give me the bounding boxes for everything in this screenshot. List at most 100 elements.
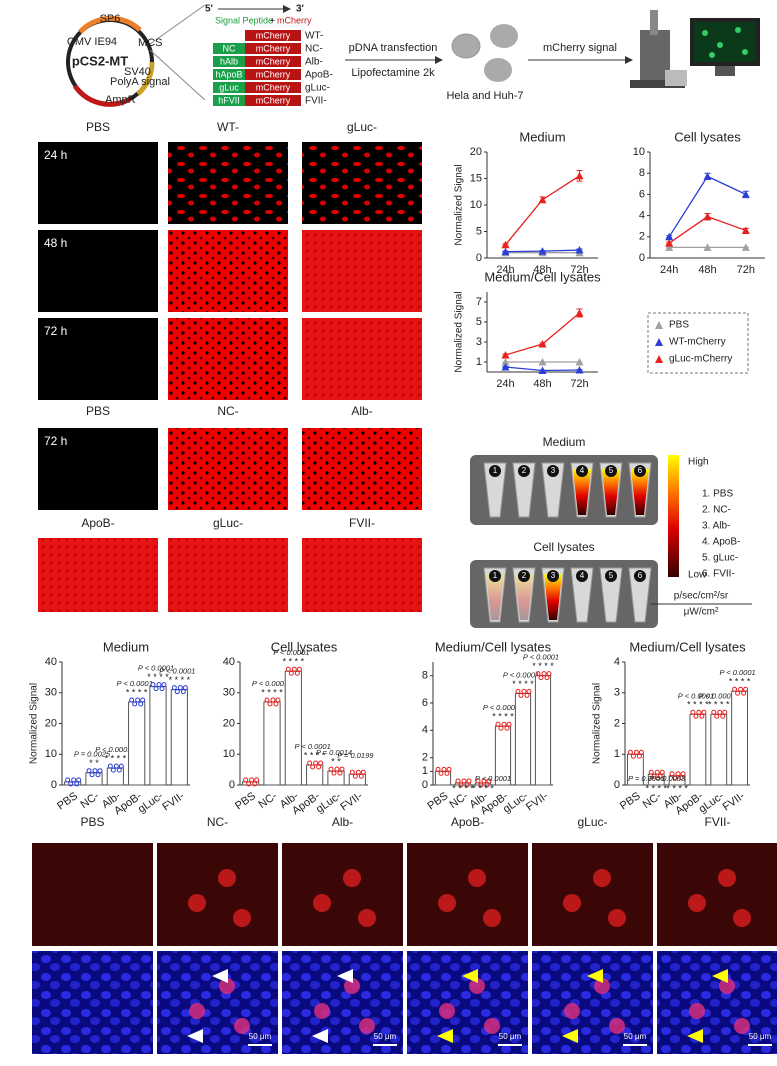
marker [575, 309, 584, 317]
point-deco [486, 778, 492, 784]
point-deco [174, 689, 180, 695]
p-value: P < 0.0001 [483, 703, 519, 712]
tube-number: 6 [638, 466, 643, 475]
micrograph [38, 428, 158, 510]
micrograph [407, 951, 528, 1054]
luminescence: Medium 1 2 3 4 5 6 Cell lysates 1 2 3 4 5 6 High Low 1. … [470, 435, 752, 628]
point-deco [254, 777, 260, 783]
x-tick-label: FVII- [338, 790, 365, 814]
micrograph [168, 428, 288, 510]
y-tick-label: 30 [45, 687, 57, 699]
label: AmpR [105, 94, 136, 106]
y-tick-label: 3 [614, 687, 620, 699]
point-deco [71, 777, 77, 783]
marker [575, 366, 584, 374]
tube-number: 3 [551, 466, 556, 475]
tube-number: 6 [638, 571, 643, 580]
tube-badge [547, 570, 559, 582]
significance: * * * * [645, 783, 667, 793]
zoom-line [149, 4, 206, 45]
point-deco [68, 781, 74, 787]
marker [665, 232, 674, 241]
label: PolyA signal [110, 76, 170, 88]
point-deco [633, 749, 639, 755]
label: 48 h [44, 236, 67, 250]
scale-bar-label: 50 μm [749, 1032, 772, 1041]
y-tick-label: 1 [476, 356, 482, 368]
label: PBS [86, 120, 110, 134]
arrowhead [212, 969, 228, 983]
scale-bar-label: 50 μm [624, 1032, 647, 1041]
point-deco [535, 671, 541, 677]
cell [608, 909, 626, 927]
label: Alb- [305, 57, 323, 68]
micrograph [532, 951, 653, 1054]
cell [218, 869, 236, 887]
point-deco [541, 671, 547, 677]
bar [514, 692, 532, 786]
bar [689, 713, 707, 786]
column-label: gLuc- [577, 815, 607, 829]
label: 72 h [44, 324, 67, 338]
y-axis-label: Normalized Signal [454, 164, 465, 245]
arrowhead [712, 969, 728, 983]
significance: * * * * [472, 783, 494, 793]
signal [602, 469, 620, 515]
point-deco [264, 697, 270, 703]
y-tick-label: 2 [614, 717, 620, 729]
point-deco [65, 777, 71, 783]
micrograph [157, 843, 278, 946]
point-deco [701, 709, 707, 715]
label: gLuc- [347, 120, 377, 134]
chart-title: Medium/Cell lysates [484, 269, 601, 284]
significance: * * * * [126, 687, 148, 697]
micrograph [38, 142, 158, 224]
label: mCherry [256, 43, 291, 53]
significance: * * * * [169, 675, 191, 685]
point-deco [339, 766, 345, 772]
marker [703, 243, 712, 251]
label: FVII- [305, 96, 327, 107]
x-tick-label: 72h [737, 264, 755, 276]
significance: * * * * [147, 672, 169, 682]
micrograph [532, 843, 653, 946]
chart-title: Medium [519, 129, 565, 144]
bar [534, 675, 552, 786]
point-deco [521, 688, 527, 694]
tube-badge [634, 570, 646, 582]
column-label: PBS [80, 815, 104, 829]
cell [358, 909, 376, 927]
point-deco [675, 771, 681, 777]
y-tick-label: 5 [476, 225, 482, 237]
micrograph [38, 230, 158, 312]
p-value: P < 0.0001 [678, 691, 714, 700]
point-deco [349, 769, 355, 775]
x-tick-label: 48h [533, 264, 551, 276]
point-deco [678, 775, 684, 781]
y-axis-label: Normalized Signal [29, 683, 40, 764]
label: Alb- [351, 404, 372, 418]
cell [188, 894, 206, 912]
tube-badge [576, 465, 588, 477]
marker [575, 358, 584, 366]
reporter-box [245, 30, 301, 41]
significance: * * * * [452, 783, 474, 793]
point-deco [638, 749, 644, 755]
cell [468, 869, 486, 887]
marker [703, 212, 712, 221]
point-deco [140, 697, 146, 703]
tube [570, 567, 594, 623]
point-deco [270, 697, 276, 703]
signal [631, 469, 649, 515]
point-deco [735, 690, 741, 696]
label: gLuc [219, 82, 239, 92]
label: gLuc- [213, 516, 243, 530]
point-deco [464, 782, 470, 788]
y-tick-label: 7 [476, 296, 482, 308]
point-deco [506, 721, 512, 727]
y-tick-label: 10 [223, 748, 235, 760]
x-tick-label: NC- [78, 790, 101, 811]
label: Lipofectamine 2k [351, 67, 435, 79]
point-deco [446, 766, 452, 772]
point-deco [249, 777, 255, 783]
